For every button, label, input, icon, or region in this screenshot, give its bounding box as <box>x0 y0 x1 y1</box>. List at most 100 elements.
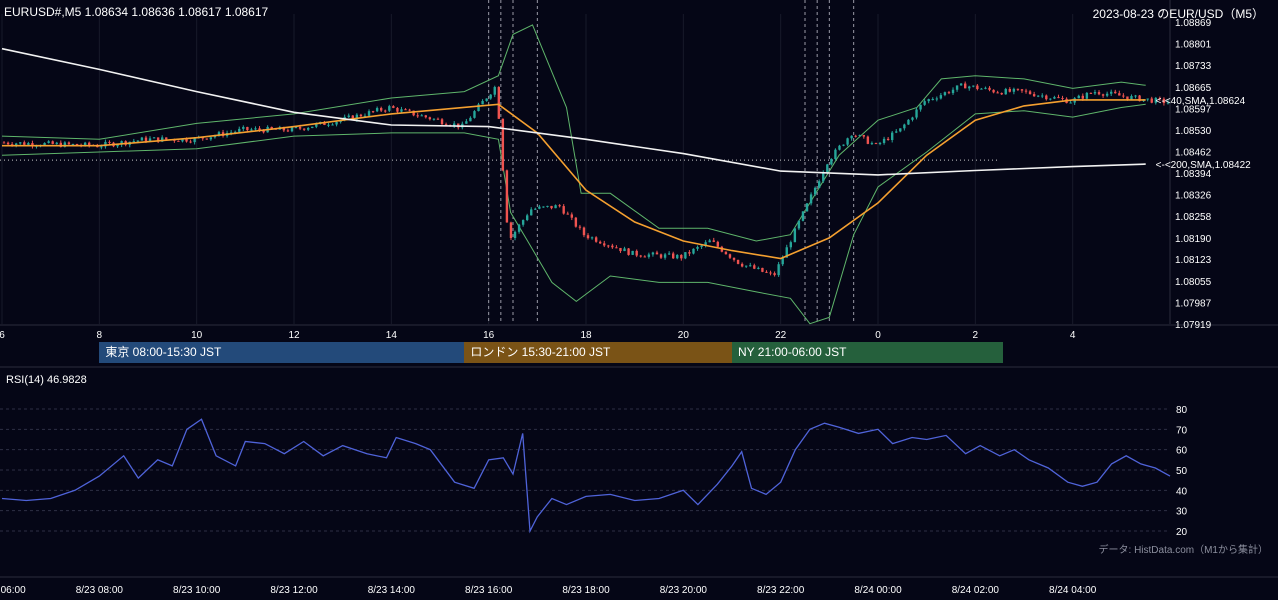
candle-body <box>388 106 391 111</box>
candle-body <box>951 89 955 94</box>
candle-body <box>538 206 541 209</box>
candle-body <box>1053 97 1056 99</box>
candle-body <box>209 137 213 140</box>
candle-body <box>939 95 943 99</box>
candle-body <box>631 250 634 255</box>
hour-axis: 6 8 10 12 14 16 18 20 22 0 2 4 <box>0 330 1076 341</box>
candle-body <box>554 205 557 209</box>
price-tick-label: 1.07919 <box>1175 320 1212 331</box>
price-tick-label: 1.08055 <box>1175 277 1212 288</box>
bollinger-lower <box>1 103 1146 325</box>
candle-body <box>1085 92 1089 99</box>
candle-body <box>663 254 667 258</box>
candle-body <box>890 132 894 141</box>
candle-body <box>963 83 967 89</box>
candle-body <box>513 231 517 238</box>
candle-body <box>1093 92 1097 94</box>
candle-body <box>408 109 411 111</box>
candle-body <box>1130 96 1133 100</box>
candle-body <box>854 135 857 137</box>
candle-body <box>1012 88 1016 92</box>
price-tick-label: 1.08123 <box>1175 255 1212 266</box>
candle-body <box>489 94 492 99</box>
candle-body <box>781 257 784 265</box>
rsi-tick-label: 80 <box>1176 405 1188 416</box>
candle-body <box>469 117 472 122</box>
candle-body <box>416 115 419 117</box>
candle-body <box>558 205 561 207</box>
candle-body <box>830 158 833 165</box>
candle-body <box>83 142 87 146</box>
candle-body <box>874 143 878 145</box>
hour-tick-label: 0 <box>875 330 881 341</box>
candle-body <box>1020 89 1024 91</box>
candle-body <box>10 144 14 146</box>
candle-body <box>258 128 261 131</box>
candle-body <box>246 126 249 131</box>
candle-body <box>809 194 813 204</box>
price-tick-label: 1.08462 <box>1175 147 1212 158</box>
hour-tick-label: 12 <box>288 330 300 341</box>
candle-body <box>55 142 58 144</box>
candle-body <box>371 111 375 113</box>
candle-body <box>724 251 728 255</box>
rsi-series-line <box>1 418 1171 534</box>
candle-body <box>1109 91 1113 94</box>
candle-body <box>651 252 655 255</box>
candle-body <box>813 187 817 195</box>
bollinger-upper <box>1 24 1146 242</box>
candle-body <box>955 85 959 90</box>
candle-body <box>927 99 930 102</box>
candle-body <box>708 240 711 243</box>
hour-tick-label: 16 <box>483 330 495 341</box>
candle-body <box>465 121 468 124</box>
hour-tick-label: 4 <box>1070 330 1076 341</box>
candle-body <box>375 108 379 112</box>
hour-tick-label: 10 <box>191 330 203 341</box>
candle-body <box>923 101 926 105</box>
candle-body <box>704 242 707 246</box>
candle-body <box>647 254 651 257</box>
candle-body <box>290 127 294 132</box>
candle-body <box>992 89 995 93</box>
candle-body <box>505 170 509 223</box>
moving-averages: <-<40,SMA,1.08624 <-<200,SMA,1.08422 <box>1 47 1251 260</box>
candle-body <box>996 92 999 94</box>
date-tick-label: 8/23 10:00 <box>173 585 221 596</box>
candle-body <box>1008 88 1012 92</box>
candle-body <box>59 142 63 147</box>
candle-body <box>1024 90 1028 92</box>
candle-body <box>590 237 594 239</box>
candle-body <box>931 99 934 101</box>
candle-body <box>603 243 606 246</box>
candle-body <box>773 273 776 276</box>
candle-body <box>148 138 152 142</box>
price-tick-label: 1.07987 <box>1175 298 1212 309</box>
candle-body <box>1118 93 1121 96</box>
candle-body <box>866 136 870 144</box>
candle-body <box>400 109 403 112</box>
candle-body <box>165 137 168 140</box>
candle-body <box>327 124 330 126</box>
candle-body <box>988 87 991 90</box>
candle-body <box>696 246 699 249</box>
bollinger-bands <box>1 24 1146 325</box>
candle-body <box>31 143 34 147</box>
candle-body <box>793 228 797 243</box>
candle-body <box>136 140 140 142</box>
date-tick-label: 8/23 06:00 <box>0 585 26 596</box>
candle-body <box>493 87 496 95</box>
candle-body <box>655 252 659 255</box>
candle-body <box>1138 95 1141 102</box>
candle-body <box>671 253 675 259</box>
candle-body <box>1016 88 1020 90</box>
candle-body <box>23 142 26 145</box>
candle-body <box>817 181 821 188</box>
candle-body <box>201 137 204 139</box>
candle-body <box>582 227 586 236</box>
price-grid <box>0 0 1278 578</box>
symbol-info: EURUSD#,M5 1.08634 1.08636 1.08617 1.086… <box>4 5 269 19</box>
candle-body <box>485 98 488 101</box>
candle-body <box>351 115 355 120</box>
candle-body <box>862 135 866 137</box>
